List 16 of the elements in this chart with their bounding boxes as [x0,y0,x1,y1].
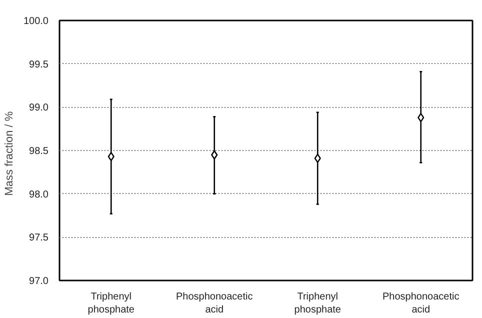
x-tick-label: Triphenyl phosphate [88,292,135,316]
y-tick-label: 99.0 [29,102,49,114]
x-tick-label: Phosphonoacetic acid [176,292,253,316]
y-tick-label: 99.5 [29,59,49,70]
point [418,112,424,122]
y-tick-label: 100.0 [23,16,49,27]
y-tick-label: 98.0 [29,189,49,200]
x-tick-label: Phosphonoacetic acid [382,292,460,316]
point [211,150,218,160]
y-axis-title: Mass fraction / % [3,111,16,196]
y-tick-label: 97.0 [29,276,49,287]
x-tick-label: Triphenyl phosphate [294,292,342,316]
y-tick-label: 98.5 [29,146,49,157]
point [108,152,114,162]
point [314,154,321,163]
y-tick-label: 97.5 [29,232,49,244]
